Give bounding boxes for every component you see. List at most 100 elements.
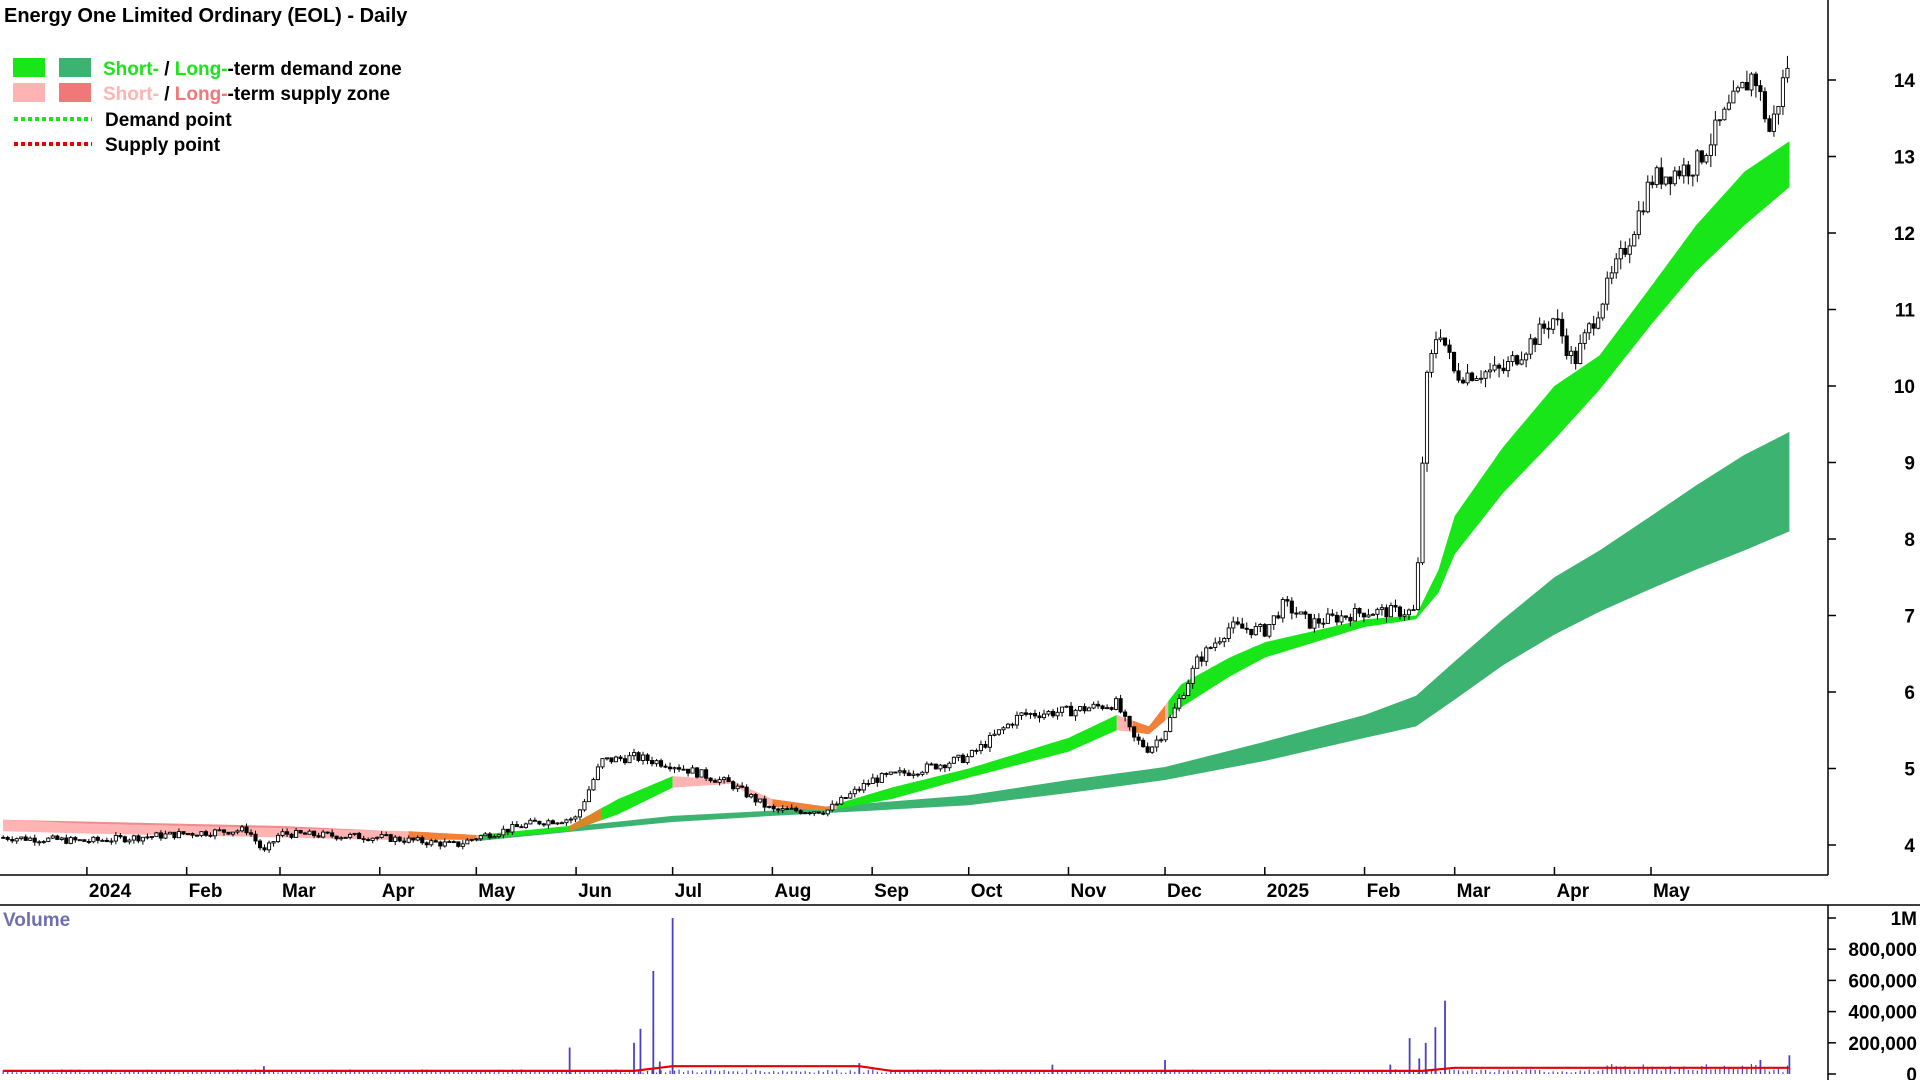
volume-title: Volume <box>3 910 70 931</box>
candle-up <box>1645 181 1650 213</box>
candle-up <box>631 752 637 757</box>
candle-up <box>501 828 506 836</box>
candle-down <box>798 810 803 814</box>
candle-down <box>1348 616 1353 622</box>
candle-down <box>402 840 407 843</box>
candle-down <box>1330 613 1335 616</box>
legend-label-short: Short- <box>103 59 159 80</box>
candle-up <box>1001 727 1006 731</box>
candle-up <box>1771 113 1776 132</box>
candle-up <box>528 819 533 825</box>
candle-down <box>1 836 6 839</box>
candle-up <box>978 744 983 752</box>
y-tick-label: 7 <box>1904 607 1915 628</box>
candle-up <box>393 836 398 842</box>
candle-down <box>686 768 691 774</box>
candle-up <box>483 833 488 837</box>
candle-up <box>1717 119 1722 122</box>
x-tick-label: Mar <box>1457 881 1491 902</box>
candle-down <box>1384 607 1389 618</box>
candle-down <box>172 831 177 839</box>
candle-up <box>294 829 299 838</box>
candle-up <box>280 831 285 836</box>
candle-up <box>379 834 384 838</box>
candle-up <box>1091 703 1096 709</box>
candle-up <box>830 803 835 811</box>
candle-up <box>1708 144 1713 156</box>
candle-down <box>1641 210 1646 213</box>
volume-y-tick-label: 800,000 <box>1848 940 1917 961</box>
candle-down <box>645 754 650 761</box>
candle-up <box>1636 210 1641 235</box>
candle-up <box>339 837 344 840</box>
candle-up <box>447 841 452 844</box>
candle-down <box>884 773 889 775</box>
candle-up <box>1213 642 1218 648</box>
candle-up <box>1352 608 1357 622</box>
candle-down <box>411 837 416 841</box>
x-tick-label: 2024 <box>89 881 132 902</box>
candle-up <box>1078 706 1083 711</box>
candle-down <box>753 794 758 803</box>
short-term-supply-zone <box>672 776 837 811</box>
y-tick-label: 6 <box>1904 683 1915 704</box>
candle-down <box>915 773 920 776</box>
candle-up <box>109 840 114 843</box>
volume-y-tick-label: 200,000 <box>1848 1034 1917 1055</box>
candle-down <box>1276 615 1281 619</box>
candle-up <box>1253 625 1258 636</box>
candle-up <box>1195 656 1200 669</box>
candle-up <box>1366 614 1371 618</box>
candle-up <box>1375 608 1380 615</box>
candle-down <box>303 832 308 835</box>
candle-down <box>181 831 186 835</box>
short-term-demand-zone <box>1168 141 1790 718</box>
x-tick-label: Sep <box>874 881 909 902</box>
candle-down <box>95 836 100 841</box>
candle-down <box>86 840 91 843</box>
candle-down <box>704 769 709 779</box>
candle-up <box>870 777 875 784</box>
candle-up <box>1632 234 1637 247</box>
candle-up <box>113 834 118 842</box>
candle-up <box>992 733 997 736</box>
candle-up <box>672 767 677 770</box>
volume-y-tick-label: 0 <box>1906 1065 1917 1080</box>
candle-up <box>429 840 434 846</box>
candle-down <box>1082 706 1087 712</box>
candle-down <box>731 781 736 790</box>
candle-up <box>996 729 1002 735</box>
candle-up <box>735 785 740 790</box>
candle-up <box>1226 627 1231 639</box>
candle-down <box>933 763 938 770</box>
candle-down <box>708 777 713 782</box>
candle-down <box>740 785 745 788</box>
candle-up <box>307 830 312 835</box>
candle-down <box>1262 624 1267 637</box>
legend-label-long: Long- <box>175 59 228 80</box>
candle-up <box>1087 707 1092 712</box>
candle-up <box>131 835 136 841</box>
candle-up <box>1150 746 1155 753</box>
candle-down <box>875 777 880 783</box>
candle-up <box>1073 709 1078 717</box>
price-panel: 4 5 6 7 8 9 10 11 12 13 14 2024 Feb Mar Apr May Jun Jul Au… <box>0 0 1920 906</box>
candle-up <box>1114 698 1119 710</box>
legend-label: Demand point <box>105 110 232 131</box>
candle-up <box>267 842 272 851</box>
candle-down <box>190 833 195 836</box>
volume-y-tick-label: 400,000 <box>1848 1003 1917 1024</box>
y-tick-label: 13 <box>1894 148 1915 169</box>
legend-label: Supply point <box>105 135 221 156</box>
x-tick-label: May <box>1653 881 1690 902</box>
candle-up <box>1014 714 1020 726</box>
candle-up <box>586 789 592 803</box>
candle-down <box>1240 623 1245 629</box>
candle-up <box>1298 611 1303 615</box>
candle-up <box>1186 682 1191 696</box>
candle-down <box>1289 600 1294 614</box>
candle-up <box>1402 614 1407 617</box>
candle-up <box>965 756 970 764</box>
candle-down <box>64 837 69 844</box>
candle-up <box>176 831 181 839</box>
